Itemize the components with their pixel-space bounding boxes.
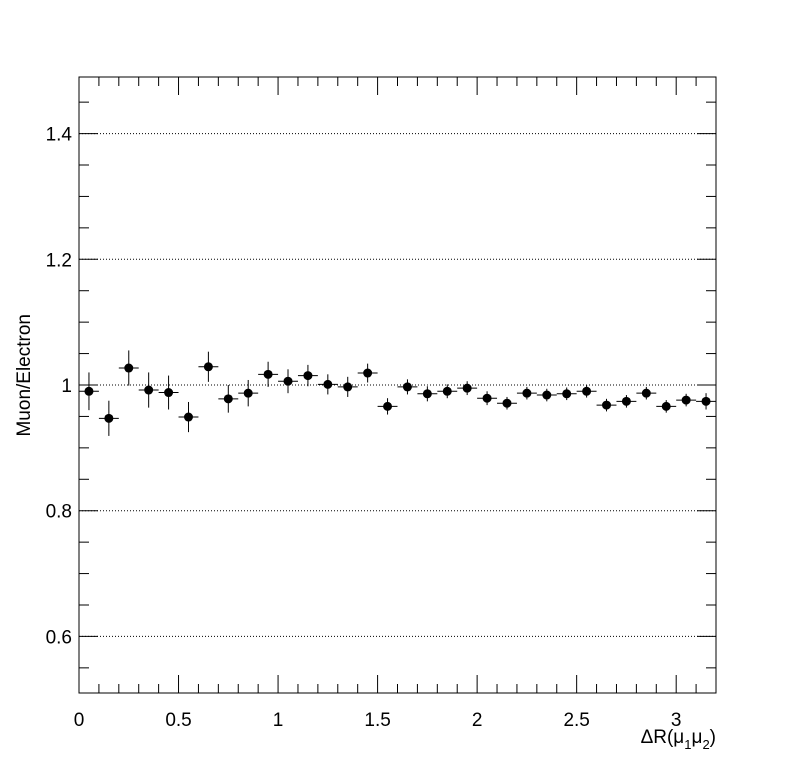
data-marker-30 — [681, 395, 691, 405]
data-marker-27 — [621, 396, 631, 406]
data-point-0 — [79, 372, 99, 411]
data-point-17 — [417, 386, 438, 402]
data-marker-5 — [183, 412, 193, 422]
data-marker-13 — [343, 382, 353, 392]
data-point-30 — [676, 393, 697, 407]
data-point-26 — [596, 398, 617, 412]
data-marker-12 — [323, 379, 333, 389]
x-tick-label-0: 0 — [74, 710, 85, 731]
data-point-10 — [278, 369, 298, 394]
data-point-8 — [238, 379, 259, 407]
data-point-11 — [297, 364, 318, 387]
x-tick-label-4: 2 — [472, 710, 483, 731]
data-point-31 — [696, 393, 716, 410]
data-marker-31 — [701, 396, 711, 406]
axis-ticks — [78, 77, 716, 693]
y-tick-label-3: 1.2 — [46, 250, 72, 271]
data-marker-1 — [104, 413, 114, 423]
data-point-19 — [457, 381, 478, 396]
x-tick-label-6: 3 — [671, 710, 682, 731]
x-tick-label-2: 1 — [273, 710, 284, 731]
x-axis-title-end: ) — [710, 727, 716, 748]
data-marker-19 — [462, 383, 472, 393]
x-tick-label-1: 0.5 — [165, 710, 191, 731]
data-marker-18 — [442, 386, 452, 396]
tick-labels: 0 0.5 1 1.5 2 2.5 3 0.6 0.8 1 1.2 1.4 — [46, 125, 682, 731]
data-point-7 — [218, 385, 239, 413]
data-point-24 — [556, 387, 577, 401]
data-point-1 — [98, 400, 119, 436]
data-marker-21 — [502, 398, 512, 408]
x-axis-title: ΔR(μ1μ2) — [641, 727, 716, 752]
x-axis-title-mid: μ — [691, 727, 702, 748]
data-point-6 — [198, 351, 219, 382]
data-marker-10 — [283, 376, 293, 386]
data-marker-6 — [203, 362, 213, 372]
data-point-4 — [158, 375, 179, 410]
x-axis-title-sub1: 1 — [684, 737, 691, 752]
data-marker-2 — [124, 363, 134, 373]
data-marker-7 — [223, 394, 233, 404]
x-tick-label-5: 2.5 — [563, 710, 589, 731]
data-marker-22 — [522, 388, 532, 398]
data-point-13 — [337, 376, 358, 397]
x-axis-title-sub2: 2 — [702, 737, 709, 752]
data-point-21 — [497, 396, 517, 410]
y-tick-label-4: 1.4 — [46, 125, 73, 146]
data-points — [79, 350, 716, 436]
data-point-29 — [656, 400, 677, 413]
x-tick-label-3: 1.5 — [364, 710, 390, 731]
data-marker-29 — [661, 401, 671, 411]
data-marker-3 — [144, 385, 154, 395]
data-point-14 — [357, 363, 378, 383]
data-marker-8 — [243, 388, 253, 398]
y-tick-label-0: 0.6 — [46, 627, 72, 648]
data-point-27 — [616, 395, 637, 408]
y-tick-label-1: 0.8 — [46, 502, 72, 523]
data-point-3 — [138, 372, 159, 408]
data-point-22 — [516, 386, 537, 400]
data-marker-28 — [641, 388, 651, 398]
data-marker-9 — [263, 369, 273, 379]
data-marker-4 — [164, 388, 174, 398]
data-point-9 — [258, 361, 279, 387]
y-tick-label-2: 1 — [61, 376, 72, 397]
data-point-12 — [317, 374, 338, 395]
data-point-5 — [178, 401, 199, 433]
data-marker-16 — [402, 382, 412, 392]
grid-lines — [79, 133, 716, 637]
data-marker-25 — [582, 386, 592, 396]
data-marker-14 — [363, 368, 373, 378]
data-point-15 — [377, 398, 398, 415]
data-point-16 — [397, 379, 418, 395]
data-marker-20 — [482, 393, 492, 403]
data-point-23 — [536, 388, 557, 402]
data-marker-15 — [383, 401, 393, 411]
data-point-20 — [477, 391, 498, 406]
data-point-25 — [576, 385, 597, 398]
y-axis-title: Muon/Electron — [14, 314, 35, 437]
data-marker-11 — [303, 371, 313, 381]
data-marker-17 — [422, 389, 432, 399]
x-axis-title-base: ΔR(μ — [641, 727, 685, 748]
data-marker-23 — [542, 390, 552, 400]
data-marker-0 — [84, 386, 94, 396]
data-marker-24 — [562, 389, 572, 399]
data-point-2 — [118, 350, 139, 386]
data-point-18 — [437, 384, 458, 399]
data-point-28 — [636, 386, 657, 400]
data-marker-26 — [602, 400, 612, 410]
